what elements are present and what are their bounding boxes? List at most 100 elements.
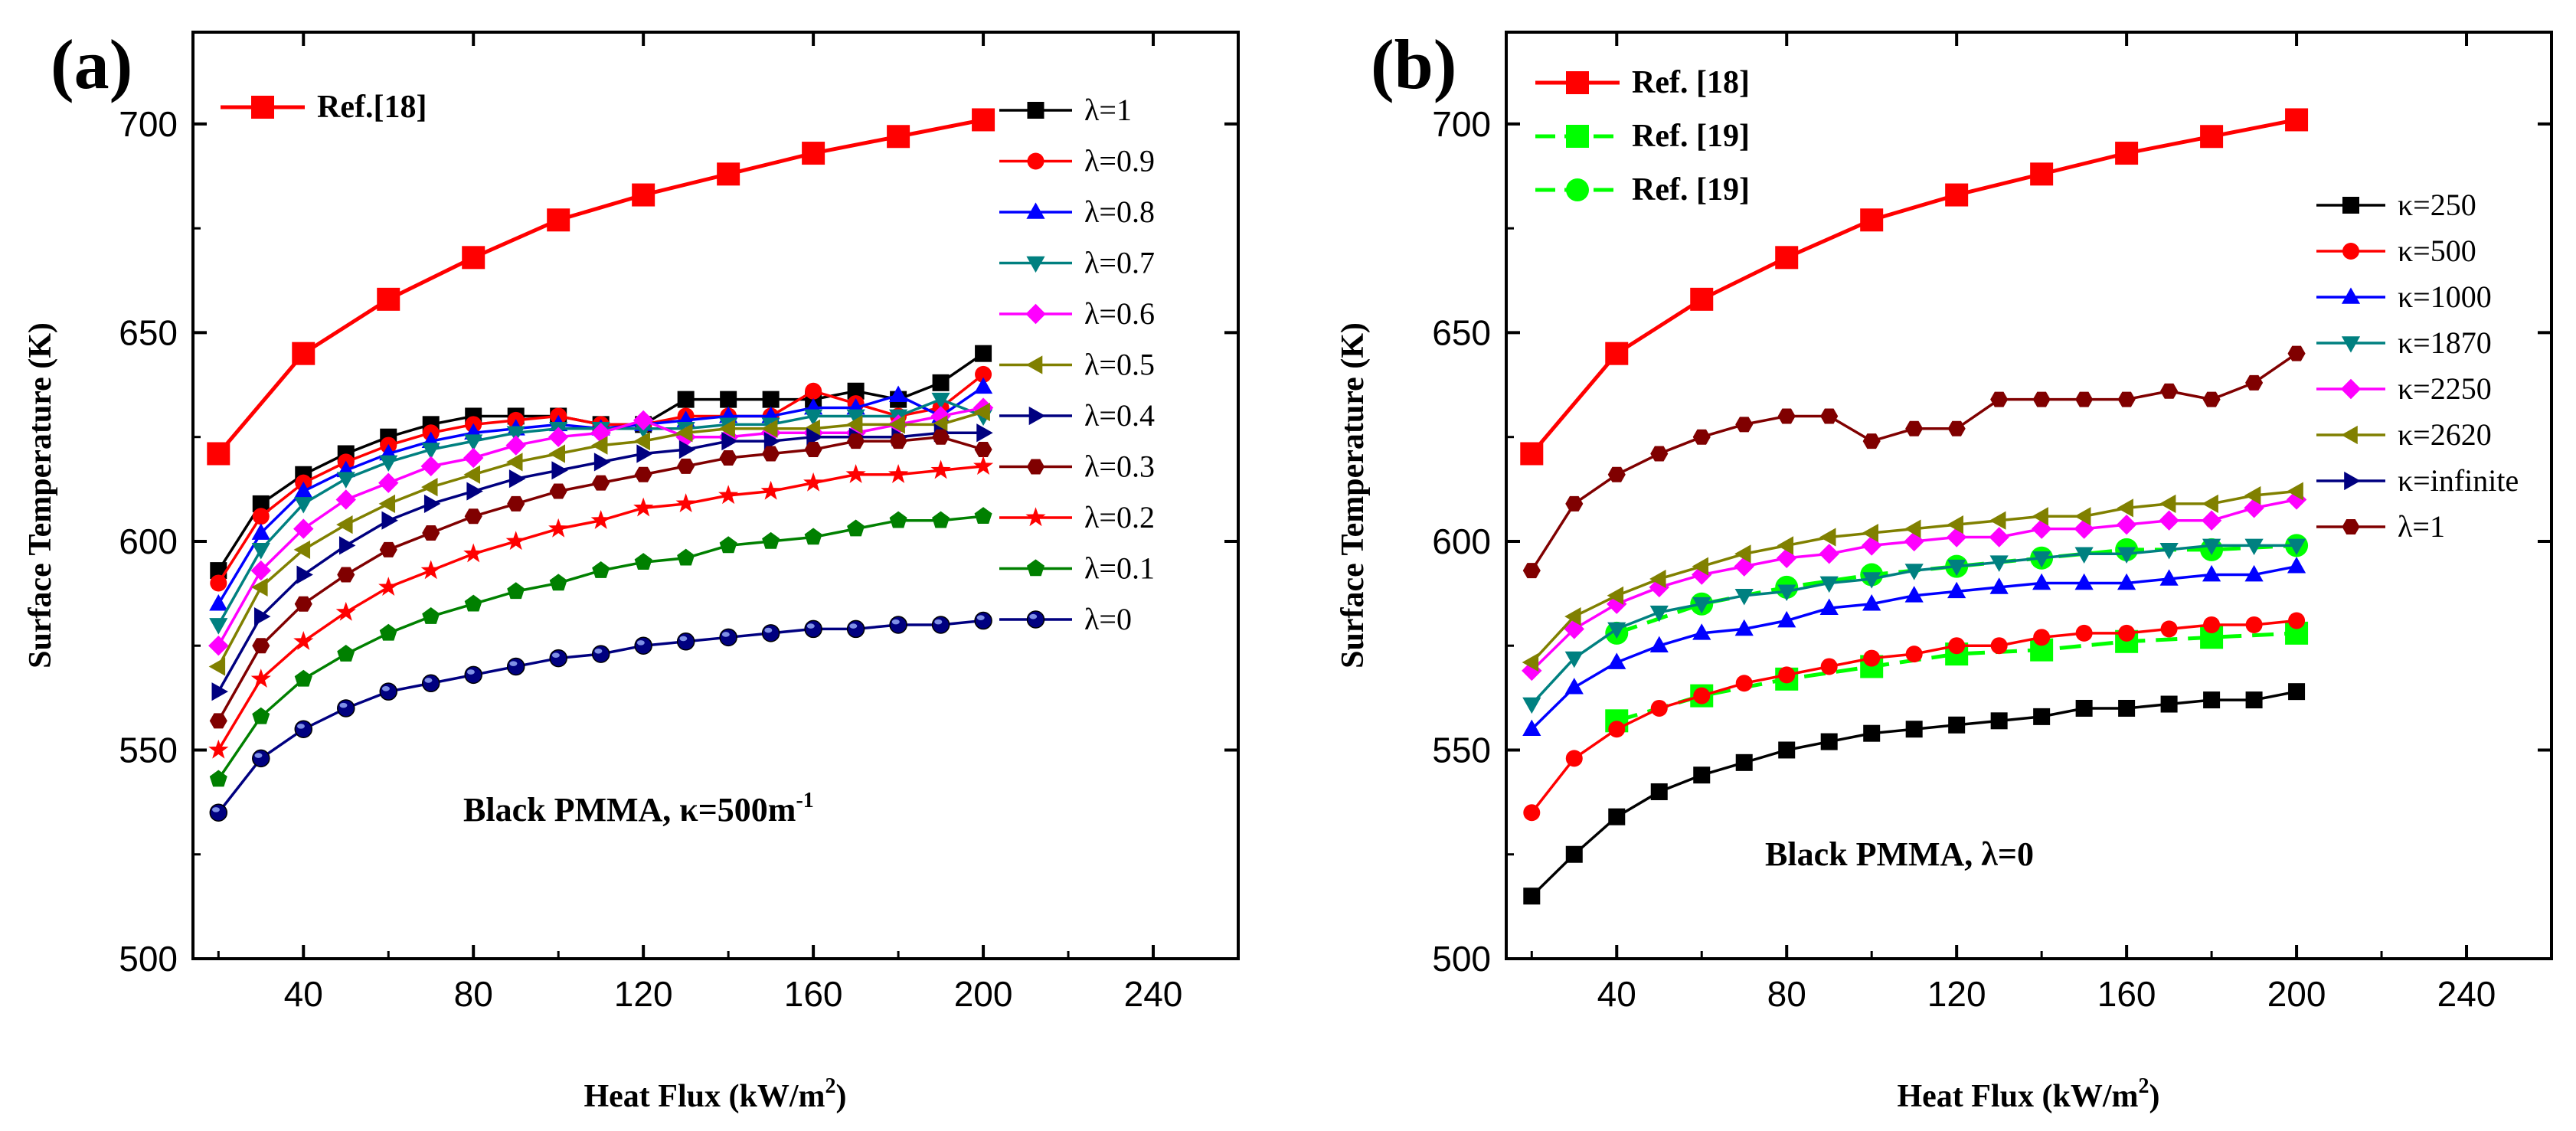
panel-b-legend-entry-kappa-2620-8-label: κ=2620	[2398, 417, 2492, 452]
panel-a-series-lambda-0-2-9-point	[718, 485, 739, 505]
panel-b-series-kappa-1000-5-point	[2074, 573, 2094, 590]
panel-a-series-lambda-0-3-8-point	[337, 567, 355, 583]
panel-b-series-kappa-2620-8-point	[2159, 494, 2176, 514]
panel-b-series-kappa-2620-8-point	[2202, 494, 2218, 514]
panel-a-series-lambda-0-11-point	[252, 749, 270, 768]
panel-a-legend-entry-lambda-0-6-5: λ=0.6	[999, 296, 1155, 331]
panel-b-series-kappa-2620-8-point	[2032, 507, 2048, 526]
panel-a-series-lambda-1-1-point	[677, 391, 695, 408]
panel-b-series-legend: κ=250 κ=500 κ=1000 κ=1870 κ=2250 κ=2620 κ=infi…	[2316, 188, 2519, 544]
panel-a-series-lambda-0-5-6-point	[506, 453, 523, 472]
panel-a-series-lambda-0-2-9-point	[803, 472, 824, 492]
panel-b-series-kappa-1000-5-point	[2287, 557, 2306, 574]
panel-b-series-kappa-1000-5-point	[1564, 678, 1584, 695]
panel-b-plot-frame	[1505, 31, 2553, 960]
panel-a-axes: 40 80 120 160 200 240 500 550 600 650 700	[119, 32, 1240, 1014]
panel-a-series-lambda-0-3-8-point	[634, 466, 652, 482]
panel-b-series-lambda-1-10-point	[1990, 391, 2009, 407]
panel-b-series-kappa-1870-6-point	[2074, 547, 2094, 564]
panel-a-series-ref-18-0-point	[632, 183, 655, 207]
panel-b-series-kappa-2620-8-point	[2244, 485, 2261, 505]
panel-a-series-lambda-0-9-2-point	[975, 365, 992, 383]
panel-b-series-kappa-1870-6-point	[2159, 543, 2179, 560]
panel-a-series-lambda-0-2-9-point	[548, 518, 569, 538]
panel-a-series-lambda-0-4-7-point	[466, 482, 483, 501]
panel-a-series-lambda-0-6-5-point	[590, 423, 611, 443]
panel-a-series-lambda-0-5-6	[208, 402, 990, 676]
panel-a-series-lambda-0-4-7-point	[296, 565, 313, 584]
panel-a-series-lambda-0-11-point-highlight	[339, 702, 348, 708]
panel-a: 40 80 120 160 200 240 500 550 600 650 700 (a) Surf…	[23, 25, 1240, 1114]
panel-b-series-kappa-2620-8	[1522, 482, 2303, 672]
panel-b-legend-entry-kappa-1870-6-marker	[2341, 336, 2361, 353]
panel-a-series-lambda-0-11	[209, 611, 992, 822]
panel-a-series-lambda-0-4-7-point	[976, 423, 993, 443]
panel-b-series-kappa-1870-6-point	[1819, 576, 1839, 593]
panel-a-series-lambda-0-1-10-point	[719, 536, 737, 554]
panel-a-series-lambda-0-1-10-point	[677, 548, 695, 566]
panel-b-series-lambda-1-10-point	[1522, 563, 1541, 579]
panel-a-series-lambda-0-1-10-point	[549, 574, 567, 591]
panel-a-series-lambda-0-11-point-highlight	[466, 669, 475, 675]
panel-b-legend-entry-lambda-1-10-label: λ=1	[2398, 509, 2445, 544]
panel-a-series-lambda-0-3-8-point	[889, 433, 907, 449]
panel-a-series-lambda-0-6-5-point	[293, 518, 314, 539]
panel-a-annotation-main: Black PMMA, κ=500m	[463, 791, 796, 829]
panel-a-series-lambda-0-7-4-point	[464, 434, 483, 451]
panel-b-series-kappa-500-4-point	[1863, 649, 1881, 667]
panel-b-series-lambda-1-10-point	[1692, 429, 1711, 445]
panel-b-series-lambda-1-10-point	[1820, 408, 1839, 424]
panel-a-series-lambda-0-8-3-point	[973, 377, 993, 394]
panel-b-series-kappa-1000-5-point	[1777, 610, 1796, 628]
panel-a-series-lambda-0-8-3-point	[294, 481, 313, 498]
panel-a-series-lambda-0-1-10-point	[294, 669, 312, 687]
panel-b-series-lambda-1-10-point	[2075, 391, 2094, 407]
panel-b-series-ref-18-0-point	[1945, 183, 1969, 207]
panel-a-series-lambda-1-1-point	[975, 345, 992, 362]
panel-a-series-lambda-0-6-5-point	[250, 560, 271, 581]
panel-b-legend-entry-kappa-infinite-9-label: κ=infinite	[2398, 463, 2519, 498]
panel-b-series-ref-18-0-point	[1690, 287, 1714, 311]
panel-b-legend-entry-lambda-1-10-marker	[2342, 518, 2360, 535]
panel-a-series-ref-18-0-point	[972, 108, 995, 132]
panel-a-series-lambda-0-11-point	[719, 628, 737, 647]
panel-b-series-kappa-1000-5-point	[1989, 577, 2009, 594]
panel-b-series-kappa-1000-5-point	[1522, 719, 1541, 737]
panel-b-legend-entry-ref-19-2: Ref. [19]	[1535, 172, 1750, 208]
panel-b-series-kappa-1870-6-point	[2287, 538, 2306, 556]
panel-a-series-lambda-0-7-4-point	[421, 443, 440, 459]
panel-b-series-kappa-2620-8-point	[2287, 482, 2303, 501]
panel-a-series-lambda-0-6-5-point	[930, 406, 951, 427]
panel-b-x-axis-title-end: )	[2149, 1079, 2159, 1114]
panel-a-series-lambda-0-7-4-point	[379, 455, 398, 472]
panel-b-legend-entry-ref-18-0: Ref. [18]	[1535, 65, 1750, 100]
panel-a-series-lambda-0-11-point-highlight	[976, 615, 985, 620]
panel-b-x-tick-label: 200	[2267, 974, 2326, 1014]
panel-a-series-lambda-0-4-7-point	[211, 682, 228, 701]
panel-a-x-tick-label: 40	[284, 974, 323, 1014]
panel-b-y-tick-label: 700	[1432, 104, 1491, 144]
panel-b-series-lambda-1-10-point	[1735, 417, 1754, 433]
panel-a-series-lambda-0-2-9-point	[633, 497, 654, 517]
panel-b-legend-entry-kappa-500-4-label: κ=500	[2398, 234, 2476, 268]
panel-b-series-kappa-500-4-point	[1693, 687, 1711, 704]
panel-a-series-lambda-0-11-point-highlight	[594, 648, 603, 654]
panel-a-series-lambda-0-4-7-point	[253, 606, 271, 626]
panel-a-series-lambda-0-9-2-point	[252, 508, 270, 525]
panel-b-series-ref-18-0-point	[1520, 442, 1544, 466]
panel-a-series-lambda-0-11-point	[379, 682, 397, 701]
panel-b-series-kappa-2620-8-point	[1649, 569, 1666, 589]
panel-b-legend-entry-kappa-250-3-marker	[2342, 197, 2359, 214]
panel-b-series-lambda-1-10-point	[2287, 345, 2306, 361]
panel-b-series-ref-18-0-line	[1530, 118, 2297, 456]
panel-a-series-lambda-0-5-6-point	[251, 577, 268, 597]
panel-b-series-kappa-250-3-point	[1650, 783, 1668, 800]
panel-a-series	[207, 108, 995, 822]
panel-a-series-lambda-0-3-8-point	[294, 596, 312, 612]
panel-a-series-lambda-0-3-8-point	[592, 475, 610, 491]
panel-a-legend-entry-lambda-0-8-3-marker	[1026, 202, 1045, 219]
panel-b-series-kappa-1870-6-point	[1522, 697, 1541, 714]
panel-a-legend-entry-ref-18-0: Ref.[18]	[221, 90, 427, 125]
panel-b-legend-entry-kappa-1000-5-label: κ=1000	[2398, 279, 2492, 314]
panel-a-series-lambda-0-4-7-point	[508, 469, 526, 489]
